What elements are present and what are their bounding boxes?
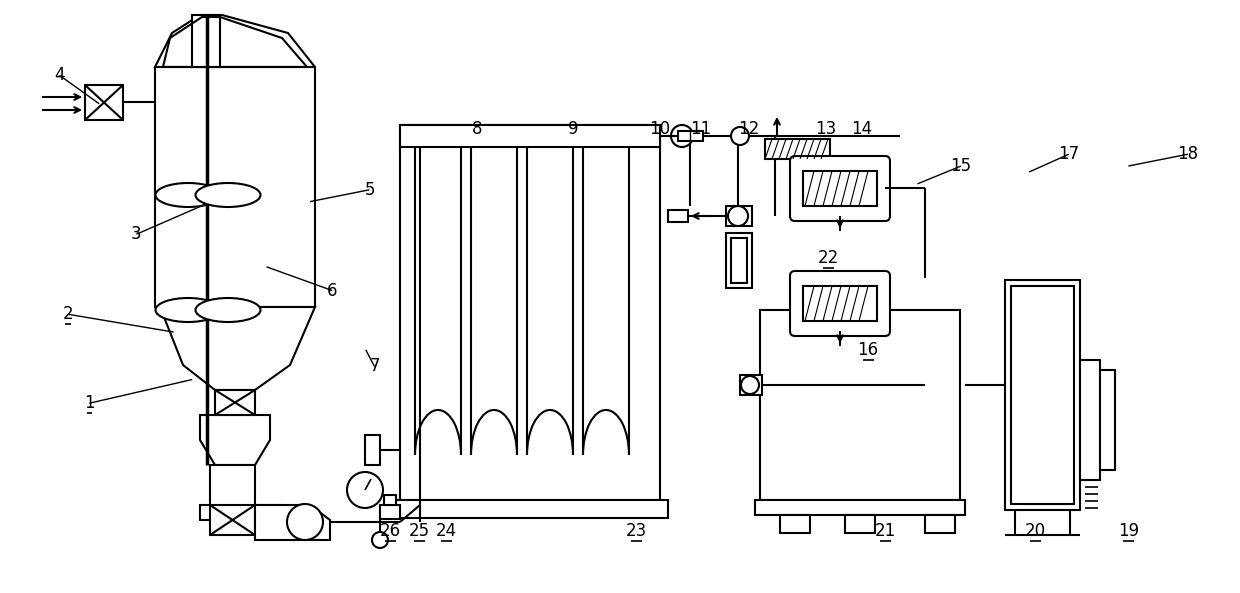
Bar — [379, 505, 401, 519]
Bar — [392, 500, 668, 518]
Bar — [365, 435, 379, 465]
Bar — [1100, 370, 1115, 470]
Text: 18: 18 — [1177, 145, 1199, 163]
Bar — [401, 125, 660, 500]
Text: 21: 21 — [874, 522, 897, 540]
Text: 19: 19 — [1117, 522, 1140, 540]
Polygon shape — [155, 15, 315, 67]
Bar — [725, 233, 751, 288]
Bar — [678, 131, 703, 141]
Text: 4: 4 — [55, 66, 64, 84]
Circle shape — [286, 504, 322, 540]
Polygon shape — [215, 390, 255, 415]
Text: 26: 26 — [379, 522, 402, 540]
Bar — [668, 210, 688, 222]
Ellipse shape — [155, 183, 221, 207]
Bar — [804, 286, 877, 321]
Bar — [401, 125, 660, 147]
Text: 22: 22 — [817, 249, 839, 267]
Bar — [755, 500, 965, 515]
Bar — [86, 85, 123, 120]
Polygon shape — [200, 465, 280, 520]
Text: 3: 3 — [131, 225, 141, 243]
Text: 24: 24 — [435, 522, 458, 540]
Text: 15: 15 — [950, 157, 972, 175]
Bar — [1080, 360, 1100, 480]
Text: 2: 2 — [63, 305, 73, 323]
Text: 5: 5 — [365, 181, 374, 199]
Polygon shape — [255, 505, 330, 540]
Circle shape — [372, 532, 388, 548]
Bar — [192, 15, 219, 67]
Ellipse shape — [196, 183, 260, 207]
Bar — [210, 505, 255, 535]
Bar — [844, 515, 875, 533]
Bar — [765, 139, 830, 159]
Text: 17: 17 — [1058, 145, 1080, 163]
Circle shape — [742, 376, 759, 394]
Bar — [1011, 286, 1074, 504]
Bar — [725, 206, 751, 226]
Text: 7: 7 — [370, 358, 379, 375]
Text: 11: 11 — [689, 120, 712, 138]
Bar — [740, 375, 763, 395]
Bar — [155, 67, 315, 307]
Bar — [760, 310, 960, 500]
Text: 8: 8 — [472, 120, 482, 138]
Bar — [1004, 280, 1080, 510]
Text: 16: 16 — [857, 341, 879, 359]
Ellipse shape — [155, 298, 221, 322]
Circle shape — [671, 125, 693, 147]
Text: 25: 25 — [408, 522, 430, 540]
FancyBboxPatch shape — [790, 156, 890, 221]
Bar — [732, 238, 746, 283]
Text: 13: 13 — [815, 120, 837, 138]
Text: 23: 23 — [625, 522, 647, 540]
Ellipse shape — [196, 298, 260, 322]
Polygon shape — [200, 415, 270, 465]
Text: 9: 9 — [568, 120, 578, 138]
Text: 20: 20 — [1024, 522, 1047, 540]
Bar — [925, 515, 955, 533]
Bar — [804, 171, 877, 206]
Text: 10: 10 — [649, 120, 671, 138]
Polygon shape — [155, 307, 315, 390]
Circle shape — [728, 206, 748, 226]
Circle shape — [732, 127, 749, 145]
Text: 14: 14 — [851, 120, 873, 138]
Circle shape — [347, 472, 383, 508]
Text: 1: 1 — [84, 394, 94, 412]
Bar — [780, 515, 810, 533]
Text: 6: 6 — [327, 282, 337, 299]
FancyBboxPatch shape — [790, 271, 890, 336]
Bar — [384, 495, 396, 505]
Text: 12: 12 — [738, 120, 760, 138]
